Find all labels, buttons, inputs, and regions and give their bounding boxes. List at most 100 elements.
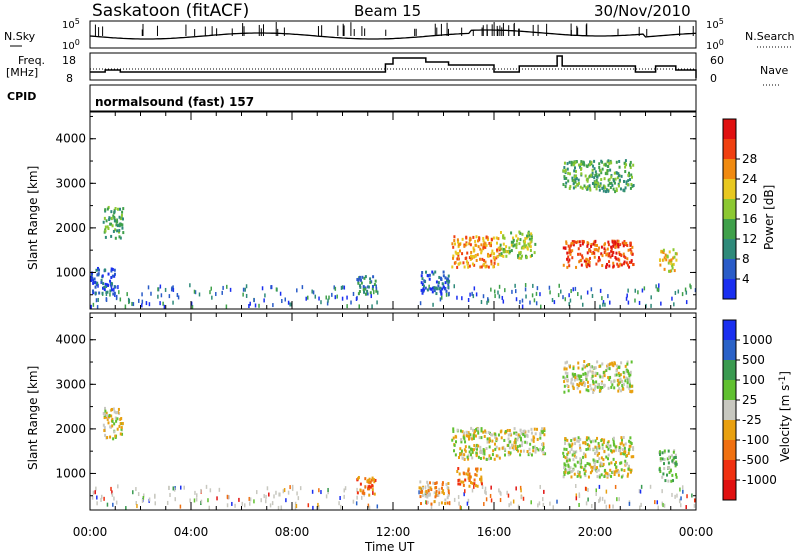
echo-cell bbox=[504, 429, 507, 433]
echo-cell bbox=[459, 261, 462, 265]
echo-cell bbox=[605, 504, 608, 509]
echo-cell bbox=[500, 247, 503, 251]
echo-cell bbox=[218, 487, 221, 492]
echo-cell bbox=[522, 429, 525, 433]
echo-cell bbox=[591, 181, 594, 185]
echo-cell bbox=[484, 486, 487, 491]
echo-cell bbox=[463, 244, 466, 248]
echo-cell bbox=[629, 370, 632, 374]
power-colorbar-label: Power [dB] bbox=[762, 185, 776, 250]
echo-cell bbox=[586, 179, 589, 183]
echo-cell bbox=[120, 213, 123, 217]
echo-cell bbox=[435, 485, 438, 489]
echo-cell bbox=[272, 303, 274, 308]
echo-cell bbox=[111, 490, 113, 495]
echo-cell bbox=[573, 472, 576, 476]
echo-cell bbox=[617, 184, 620, 188]
echo-cell bbox=[520, 254, 523, 258]
echo-cell bbox=[465, 242, 468, 246]
echo-cell bbox=[463, 448, 466, 452]
echo-cell bbox=[434, 495, 437, 499]
echo-cell bbox=[502, 254, 505, 258]
echo-cell bbox=[468, 475, 471, 479]
echo-cell bbox=[609, 375, 612, 379]
echo-cell bbox=[586, 373, 589, 377]
echo-cell bbox=[495, 437, 498, 441]
echo-cell bbox=[564, 169, 567, 173]
echo-cell bbox=[464, 489, 466, 494]
echo-cell bbox=[613, 449, 616, 453]
colorbar-segment bbox=[723, 199, 736, 220]
echo-cell bbox=[593, 248, 596, 252]
echo-cell bbox=[111, 274, 114, 278]
echo-cell bbox=[597, 441, 600, 445]
echo-cell bbox=[462, 483, 465, 487]
echo-cell bbox=[429, 486, 432, 490]
echo-cell bbox=[372, 490, 374, 495]
echo-cell bbox=[602, 370, 605, 374]
echo-cell bbox=[116, 224, 119, 228]
echo-cell bbox=[457, 240, 460, 244]
echo-cell bbox=[226, 284, 228, 289]
echo-cell bbox=[640, 484, 643, 489]
freq-tick-8: 8 bbox=[66, 72, 73, 85]
echo-cell bbox=[509, 432, 512, 436]
velocity-heatmap bbox=[91, 360, 696, 511]
echo-cell bbox=[663, 256, 666, 260]
echo-cell bbox=[254, 303, 257, 308]
echo-cell bbox=[101, 291, 104, 295]
echo-cell bbox=[650, 303, 652, 308]
echo-cell bbox=[435, 280, 438, 284]
echo-cell bbox=[576, 439, 579, 443]
echo-cell bbox=[604, 186, 607, 190]
echo-cell bbox=[103, 416, 106, 420]
echo-cell bbox=[491, 453, 494, 457]
echo-cell bbox=[476, 467, 479, 471]
echo-cell bbox=[471, 450, 474, 454]
echo-cell bbox=[597, 249, 600, 253]
echo-cell bbox=[425, 500, 428, 505]
y-tick-label: 2000 bbox=[55, 422, 86, 436]
echo-cell bbox=[277, 505, 280, 510]
echo-cell bbox=[444, 276, 447, 280]
echo-cell bbox=[532, 449, 535, 453]
echo-cell bbox=[572, 374, 575, 378]
y-tick-label: 4000 bbox=[55, 333, 86, 347]
echo-cell bbox=[669, 269, 672, 273]
echo-cell bbox=[106, 502, 109, 507]
echo-cell bbox=[437, 493, 440, 497]
echo-cell bbox=[527, 453, 530, 457]
echo-cell bbox=[594, 239, 597, 243]
echo-cell bbox=[505, 254, 508, 258]
echo-cell bbox=[476, 253, 479, 257]
echo-cell bbox=[579, 379, 582, 383]
freq-tick-18: 18 bbox=[62, 54, 76, 67]
echo-cell bbox=[209, 290, 211, 295]
echo-cell bbox=[595, 470, 598, 474]
echo-cell bbox=[529, 254, 532, 258]
echo-cell bbox=[334, 295, 337, 300]
echo-cell bbox=[536, 427, 539, 431]
echo-cell bbox=[437, 281, 440, 285]
echo-cell bbox=[618, 380, 621, 384]
echo-cell bbox=[498, 456, 501, 460]
echo-cell bbox=[577, 436, 580, 440]
echo-cell bbox=[566, 372, 569, 376]
echo-cell bbox=[102, 286, 105, 290]
echo-cell bbox=[327, 490, 329, 495]
echo-cell bbox=[570, 289, 572, 294]
echo-cell bbox=[624, 379, 627, 383]
echo-cell bbox=[579, 460, 582, 464]
echo-cell bbox=[572, 450, 575, 454]
echo-cell bbox=[673, 449, 676, 453]
echo-cell bbox=[586, 251, 589, 255]
echo-cell bbox=[663, 449, 666, 453]
echo-cell bbox=[584, 455, 587, 459]
echo-cell bbox=[618, 387, 621, 391]
echo-cell bbox=[492, 265, 495, 269]
echo-cell bbox=[573, 454, 576, 458]
echo-cell bbox=[110, 414, 113, 418]
echo-cell bbox=[575, 265, 578, 269]
echo-cell bbox=[114, 285, 117, 289]
echo-cell bbox=[452, 256, 455, 260]
